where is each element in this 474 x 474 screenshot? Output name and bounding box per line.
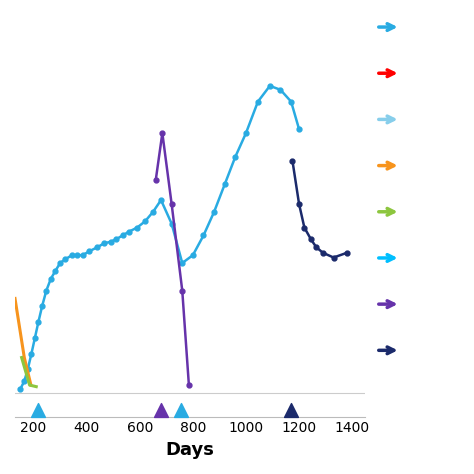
Point bbox=[287, 407, 295, 414]
Point bbox=[177, 407, 185, 414]
Point bbox=[35, 407, 42, 414]
Point bbox=[157, 407, 165, 414]
X-axis label: Days: Days bbox=[166, 441, 215, 459]
